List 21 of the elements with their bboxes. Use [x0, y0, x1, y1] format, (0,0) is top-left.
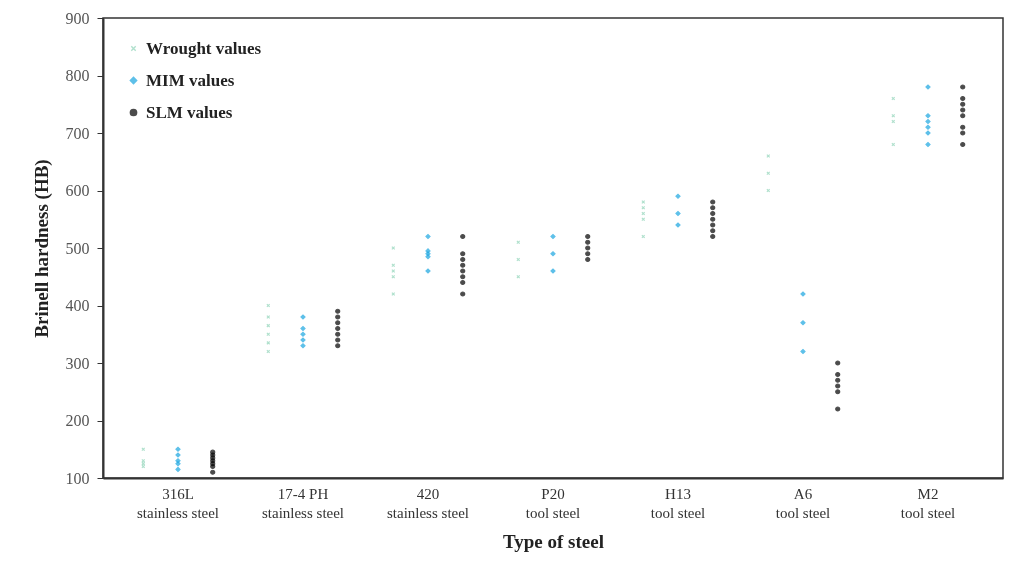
y-tick-label: 800	[65, 67, 90, 84]
y-tick-label: 200	[65, 412, 90, 429]
y-tick-label: 600	[65, 182, 90, 199]
x-tick-label: 420 stainless steel	[386, 485, 470, 521]
y-tick-label: 300	[65, 354, 90, 372]
legend-label: SLM values	[146, 102, 233, 122]
x-tick-label: M2 tool steel	[900, 485, 956, 521]
y-axis-title: Brinell hardness (HB)	[30, 159, 53, 338]
y-tick-label: 700	[65, 124, 90, 142]
x-tick-label: 17-4 PH stainless steel	[261, 485, 345, 521]
x-axis-title: Type of steel	[503, 530, 604, 552]
y-tick-label: 900	[65, 9, 90, 27]
y-tick-label: 100	[65, 469, 90, 487]
legend-label: Wrought values	[146, 38, 262, 58]
x-tick-label: A6 tool steel	[775, 485, 831, 521]
x-tick-label: P20 tool steel	[525, 485, 581, 521]
x-tick-label: H13 tool steel	[650, 485, 706, 521]
y-tick-label: 500	[65, 239, 90, 257]
y-tick-label: 400	[65, 297, 90, 314]
legend-label: MIM values	[146, 70, 235, 90]
x-tick-label: 316L stainless steel	[136, 485, 220, 521]
